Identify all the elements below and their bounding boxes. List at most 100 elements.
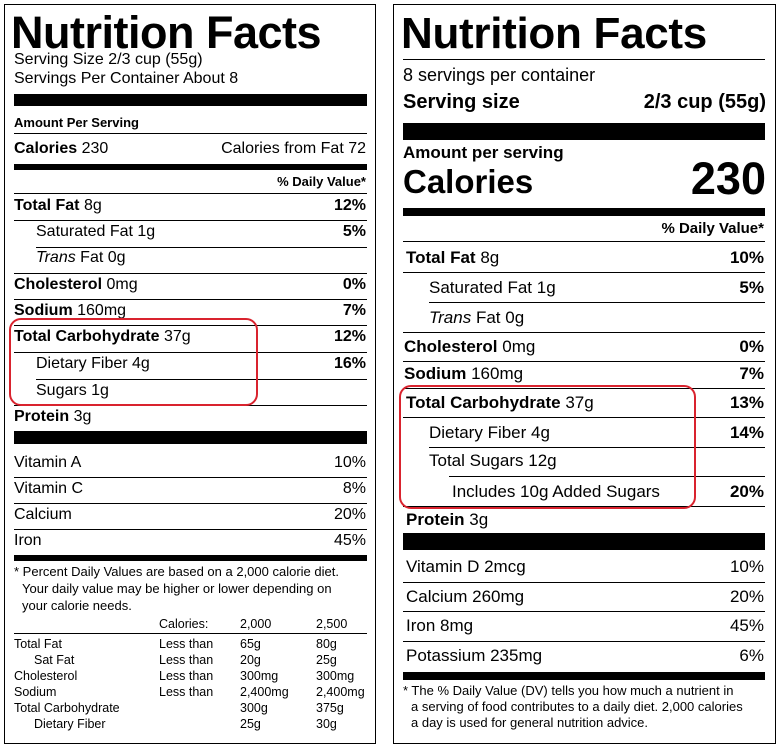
new-rule: [429, 302, 765, 303]
old-daily-value-header: % Daily Value*: [277, 174, 366, 189]
old-rule: [14, 220, 367, 221]
nutrient-name: Total Fat: [14, 197, 80, 214]
old-carbohydrate-highlight: [9, 318, 258, 406]
old-footnote-line-2: Your daily value may be higher or lower …: [22, 581, 332, 596]
new-rule: [403, 611, 765, 612]
new-calcium: Calcium 260mg: [406, 587, 525, 606]
old-table-cell: Sat Fat: [34, 653, 75, 667]
nutrient-amount: 0g: [107, 249, 126, 266]
old-nutrient-sodium: Sodium 160mg: [14, 302, 126, 320]
old-table-cell: 300mg: [316, 669, 355, 683]
new-serving-size-value: 2/3 cup (55g): [643, 91, 766, 113]
new-calories-label: Calories: [403, 163, 534, 200]
old-servings-per-container: Servings Per Container About 8: [14, 70, 239, 87]
old-dv-iron: 45%: [333, 532, 366, 549]
old-table-cell: 25g: [240, 717, 261, 731]
old-table-cell: 30g: [316, 717, 337, 731]
old-dv-vitamin-a: 10%: [333, 454, 366, 471]
old-table-cell: Cholesterol: [14, 669, 78, 683]
old-nutrient-cholesterol: Cholesterol 0mg: [14, 276, 138, 294]
old-nutrient-protein: Protein 3g: [14, 408, 91, 426]
old-table-cell: Total Fat: [14, 637, 62, 651]
old-rule: [14, 133, 367, 134]
old-nutrient-trans-fat: Trans Fat 0g: [36, 249, 126, 267]
old-table-cell: Total Carbohydrate: [14, 701, 120, 715]
new-carbohydrate-highlight: [399, 385, 696, 509]
old-footnote-line-1: * Percent Daily Values are based on a 2,…: [14, 564, 339, 579]
old-dv-vitamin-c: 8%: [342, 480, 366, 497]
old-rule: [14, 193, 367, 194]
nutrient-name: Total Carbohydrate: [406, 393, 561, 412]
new-serving-size-label: Serving size: [403, 91, 520, 113]
new-dv-dietary-fiber: 14%: [729, 423, 764, 442]
nutrient-amount: 160mg: [471, 364, 524, 383]
old-table-cell: 25g: [316, 653, 337, 667]
old-rule: [14, 633, 367, 634]
new-rule: [403, 533, 765, 550]
old-dv-total-carbohydrate: 12%: [333, 328, 366, 345]
nutrient-amount: 37g: [565, 393, 594, 412]
old-serving-size: Serving Size 2/3 cup (55g): [14, 51, 203, 68]
new-dv-added-sugars: 20%: [729, 482, 764, 501]
old-vitamin-c: Vitamin C: [14, 480, 84, 497]
nutrient-name: Saturated Fat: [36, 223, 133, 240]
nutrient-name: Fat: [80, 249, 104, 266]
old-amount-per-serving: Amount Per Serving: [14, 115, 139, 130]
old-dv-total-fat: 12%: [333, 197, 366, 214]
old-table-cell: 375g: [316, 701, 344, 715]
nutrient-amount: 0mg: [502, 337, 536, 356]
new-rule: [403, 641, 765, 642]
new-rule: [449, 476, 765, 477]
old-table-cell: 2,400mg: [316, 685, 365, 699]
new-nutrient-dietary-fiber: Dietary Fiber 4g: [429, 423, 550, 443]
old-rule: [14, 431, 367, 444]
nutrient-amount: 12g: [528, 451, 557, 470]
old-rule: [14, 299, 367, 300]
nutrient-amount: 4g: [132, 355, 150, 372]
old-table-cell: 300mg: [240, 669, 279, 683]
new-dv-total-fat: 10%: [729, 248, 764, 267]
nutrient-amount: 8g: [480, 248, 500, 267]
old-table-header-calories: Calories:: [159, 617, 209, 631]
old-nutrient-total-carbohydrate: Total Carbohydrate 37g: [14, 328, 191, 346]
nutrient-name: Fat: [475, 308, 501, 327]
new-nutrient-saturated-fat: Saturated Fat 1g: [429, 278, 556, 298]
old-table-cell: 2,400mg: [240, 685, 289, 699]
new-amount-per-serving: Amount per serving: [403, 143, 564, 162]
old-title: Nutrition Facts: [11, 7, 322, 58]
new-calories-value: 230: [690, 153, 766, 204]
new-iron: Iron 8mg: [406, 616, 474, 635]
old-nutrient-dietary-fiber: Dietary Fiber 4g: [36, 355, 150, 373]
new-rule: [403, 506, 765, 507]
old-footnote-line-3: your calorie needs.: [22, 598, 132, 613]
nutrient-amount: 1g: [91, 382, 109, 399]
new-nutrient-total-carbohydrate: Total Carbohydrate 37g: [406, 393, 594, 413]
new-footnote-line-1: * The % Daily Value (DV) tells you how m…: [403, 683, 734, 698]
old-rule: [14, 529, 367, 530]
new-rule: [403, 582, 765, 583]
new-rule: [403, 332, 765, 333]
new-nutrient-sodium: Sodium 160mg: [404, 364, 523, 384]
old-rule: [36, 247, 367, 248]
nutrient-name: Sugars: [36, 382, 87, 399]
old-calories-row: Calories 230: [14, 140, 108, 158]
new-dv-iron: 45%: [729, 616, 764, 635]
old-dv-dietary-fiber: 16%: [333, 355, 366, 372]
old-table-cell: Less than: [159, 669, 214, 683]
old-rule: [14, 503, 367, 504]
new-dv-cholesterol: 0%: [739, 337, 764, 356]
nutrient-name: Protein: [14, 408, 70, 425]
nutrient-name: Protein: [406, 510, 465, 529]
old-rule: [14, 555, 367, 561]
new-dv-vitamin-d: 10%: [729, 557, 764, 576]
nutrient-name: Sodium: [404, 364, 467, 383]
new-rule: [403, 388, 765, 389]
new-potassium: Potassium 235mg: [406, 646, 543, 665]
old-table-cell: Less than: [159, 637, 214, 651]
new-footnote-line-2: a serving of food contributes to a daily…: [411, 699, 743, 714]
nutrient-amount: 0g: [505, 308, 525, 327]
old-nutrient-saturated-fat: Saturated Fat 1g: [36, 223, 155, 241]
nutrient-name: Total Fat: [406, 248, 476, 267]
old-table-cell: 65g: [240, 637, 261, 651]
nutrient-amount: 4g: [531, 423, 550, 442]
